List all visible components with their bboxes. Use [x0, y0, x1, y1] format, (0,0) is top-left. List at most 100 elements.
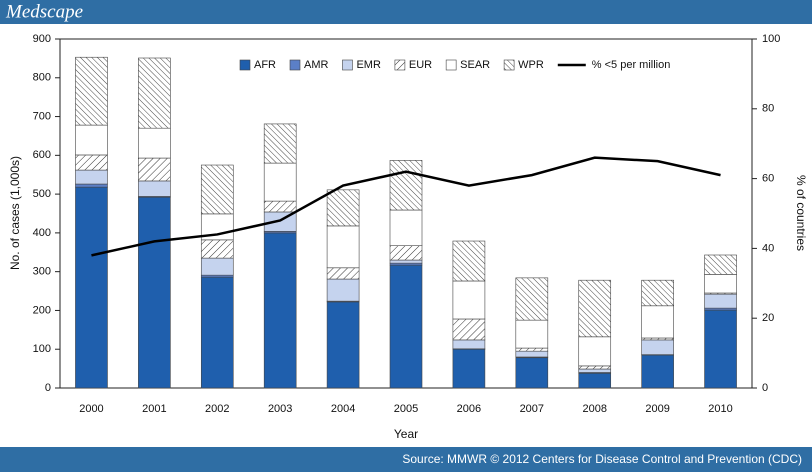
bar-segment: [452, 348, 486, 389]
bar-segment: [452, 339, 486, 350]
legend-swatch: [342, 59, 353, 71]
bar-segment: [200, 164, 234, 215]
y2-tick-label: 0: [762, 382, 768, 394]
y2-tick-label: 20: [762, 312, 774, 324]
y-tick-label: 600: [33, 149, 51, 161]
bar-segment: [263, 162, 297, 202]
x-tick-label: 2005: [394, 403, 418, 415]
bar-segment: [75, 186, 108, 389]
bar-segment: [515, 319, 549, 349]
bar-segment: [704, 293, 737, 309]
y2-tick-label: 80: [762, 103, 774, 115]
bar-segment: [578, 336, 612, 367]
bar-segment: [138, 57, 171, 129]
y-tick-label: 200: [33, 304, 51, 316]
bar-segment: [138, 157, 171, 182]
x-tick-label: 2002: [205, 403, 229, 415]
y-tick-label: 900: [33, 33, 51, 45]
legend-label: AFR: [254, 59, 276, 71]
bar-segment: [75, 183, 108, 188]
logo: Medscape: [5, 1, 83, 22]
bar-segment: [75, 154, 108, 171]
bar-segment: [326, 278, 360, 302]
legend-label: AMR: [304, 59, 329, 71]
y2-tick-label: 100: [762, 33, 780, 45]
bar-segment: [515, 347, 549, 352]
y-axis-title: No. of cases (1,000s): [8, 156, 22, 270]
legend-label: EMR: [356, 59, 381, 71]
bar-segment: [704, 274, 737, 294]
bar-segment: [389, 259, 423, 264]
y-tick-label: 300: [33, 266, 51, 278]
source: Source: MMWR © 2012 Centers for Disease …: [402, 452, 802, 466]
x-tick-label: 2009: [645, 403, 669, 415]
bar-segment: [704, 309, 737, 389]
bar-segment: [389, 264, 423, 389]
y2-axis-title: % of countries: [794, 175, 808, 251]
bar-segment: [326, 225, 360, 269]
x-tick-label: 2000: [79, 403, 103, 415]
legend-label: WPR: [518, 59, 544, 71]
legend-label: SEAR: [460, 59, 490, 71]
legend-swatch: [239, 59, 251, 71]
legend-swatch: [394, 59, 406, 71]
y-tick-label: 700: [33, 110, 51, 122]
y-tick-label: 800: [33, 72, 51, 84]
x-axis-title: Year: [394, 427, 418, 441]
footer-bar: [0, 447, 812, 472]
bar-segment: [515, 350, 549, 358]
bar-segment: [452, 280, 486, 320]
bar-segment: [75, 56, 108, 126]
y2-tick-label: 40: [762, 242, 774, 254]
bar-segment: [326, 267, 360, 280]
bar-segment: [578, 365, 612, 370]
bar-segment: [389, 209, 423, 246]
x-tick-label: 2008: [582, 403, 606, 415]
bar-segment: [641, 354, 674, 389]
bar-segment: [641, 279, 674, 307]
bar-segment: [578, 279, 612, 338]
x-tick-label: 2001: [142, 403, 166, 415]
x-tick-label: 2010: [708, 403, 732, 415]
bar-segment: [578, 368, 612, 373]
bar-segment: [263, 200, 297, 213]
bar-segment: [138, 180, 171, 197]
bar-segment: [263, 232, 297, 389]
bar-segment: [641, 305, 674, 339]
x-tick-label: 2007: [520, 403, 544, 415]
x-tick-label: 2003: [268, 403, 292, 415]
header-bar: [0, 0, 812, 24]
x-tick-label: 2006: [457, 403, 481, 415]
y-tick-label: 0: [45, 382, 51, 394]
bar-segment: [389, 160, 423, 211]
bar-segment: [389, 245, 423, 261]
bar-segment: [200, 276, 234, 389]
y-tick-label: 100: [33, 343, 51, 355]
bar-segment: [326, 189, 360, 227]
bar-segment: [200, 239, 234, 259]
bar-segment: [326, 301, 360, 389]
y-tick-label: 400: [33, 227, 51, 239]
bar-segment: [452, 318, 486, 341]
line: [91, 156, 721, 257]
bar-segment: [138, 196, 171, 389]
bar-segment: [138, 127, 171, 159]
y2-tick-label: 60: [762, 173, 774, 185]
x-tick-label: 2004: [331, 403, 355, 415]
bar-segment: [515, 277, 549, 321]
legend-label: % <5 per million: [592, 59, 671, 71]
legend-swatch: [289, 59, 301, 71]
bar-segment: [641, 339, 674, 355]
bar-segment: [200, 257, 234, 276]
bar-segment: [578, 372, 612, 389]
y-tick-label: 500: [33, 188, 51, 200]
legend-swatch: [503, 59, 515, 71]
bar-segment: [452, 240, 486, 282]
bar-segment: [515, 357, 549, 389]
bar-segment: [263, 123, 297, 164]
legend-label: EUR: [409, 59, 432, 71]
legend-swatch: [445, 59, 457, 71]
bar-segment: [75, 169, 108, 185]
